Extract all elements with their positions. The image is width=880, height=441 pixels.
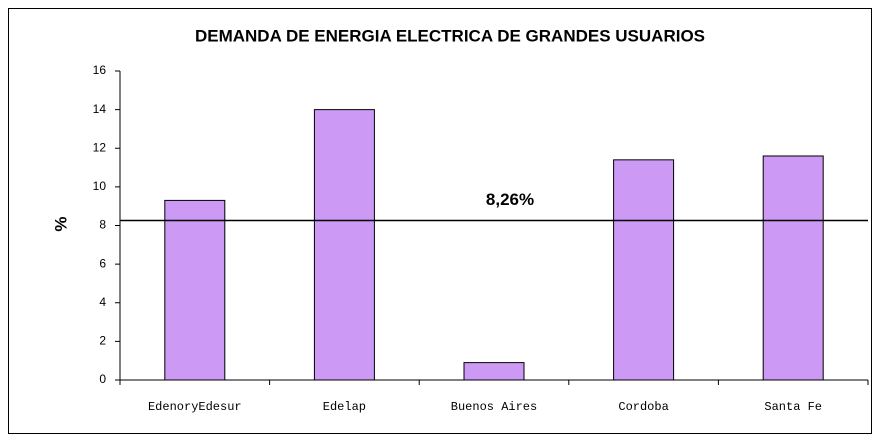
y-tick-label: 14 (93, 102, 107, 116)
y-tick-label: 12 (93, 140, 107, 154)
y-tick-label: 10 (93, 179, 107, 193)
bar (463, 362, 525, 381)
y-axis-label: % (51, 216, 70, 231)
x-tick-label: Santa Fe (764, 400, 822, 414)
x-tick-label: Buenos Aires (451, 400, 537, 414)
bar (164, 199, 226, 381)
y-tick-label: 0 (99, 372, 106, 386)
x-tick-label: Cordoba (618, 400, 668, 414)
chart-title: DEMANDA DE ENERGIA ELECTRICA DE GRANDES … (195, 26, 705, 45)
bar (762, 155, 824, 381)
y-tick-label: 2 (99, 334, 106, 348)
x-tick-label: EdenoryEdesur (148, 400, 242, 414)
y-tick-label: 16 (93, 63, 107, 77)
y-tick-label: 8 (99, 218, 106, 232)
y-tick-label: 6 (99, 256, 106, 270)
bar (313, 109, 375, 381)
y-tick-label: 4 (99, 295, 106, 309)
bar (613, 159, 675, 381)
reference-label: 8,26% (486, 190, 534, 209)
x-tick-label: Edelap (323, 400, 366, 414)
